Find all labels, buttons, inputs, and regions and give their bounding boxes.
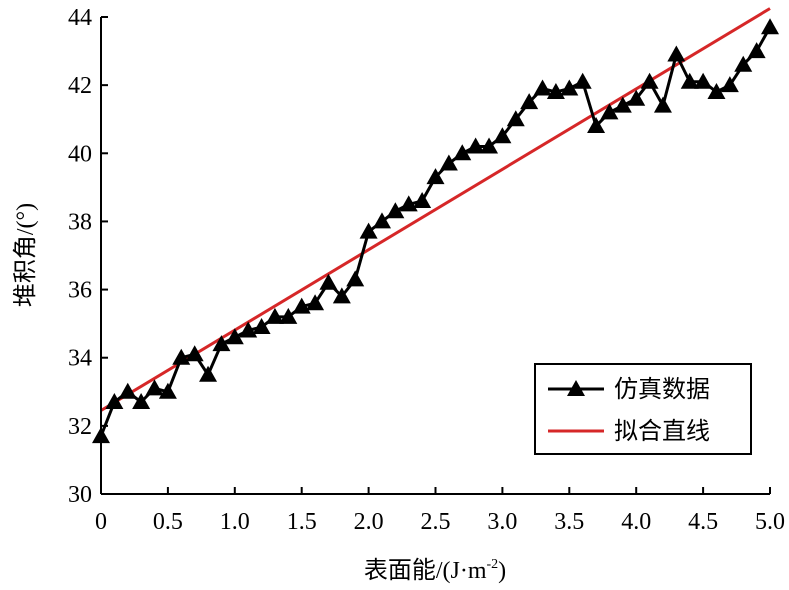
simulation-point — [279, 307, 298, 324]
simulation-point — [132, 393, 151, 410]
simulation-point — [239, 321, 258, 338]
simulation-point — [332, 287, 351, 304]
x-tick-label: 4.0 — [621, 509, 651, 535]
fit-line — [100, 7, 771, 412]
legend-label-simulation: 仿真数据 — [614, 376, 710, 403]
x-tick-label: 2.5 — [421, 509, 451, 535]
x-ticks: 0 0.5 1.0 1.5 2.0 2.5 3.0 3.5 4.0 4.5 5.0 — [95, 487, 785, 535]
simulation-point — [680, 72, 699, 89]
simulation-point — [747, 42, 766, 59]
plot-area — [92, 7, 779, 444]
simulation-point — [439, 154, 458, 171]
simulation-point — [399, 195, 418, 212]
y-tick-label: 40 — [68, 141, 92, 167]
simulation-point — [653, 96, 672, 113]
legend-label-fit: 拟合直线 — [614, 418, 710, 445]
simulation-point — [546, 82, 565, 99]
simulation-point — [172, 348, 191, 365]
simulation-point — [185, 345, 204, 362]
simulation-point — [560, 79, 579, 96]
simulation-point — [225, 328, 244, 345]
x-tick-label: 0 — [95, 509, 107, 535]
x-tick-label: 4.5 — [688, 509, 718, 535]
simulation-point — [319, 273, 338, 290]
x-tick-label: 1.5 — [287, 509, 317, 535]
x-axis-title: 表面能/(J·m-2) — [364, 557, 506, 584]
simulation-point — [453, 144, 472, 161]
simulation-point — [265, 307, 284, 324]
simulation-point — [346, 270, 365, 287]
x-tick-label: 2.0 — [354, 509, 384, 535]
simulation-point — [613, 96, 632, 113]
y-tick-label: 44 — [68, 5, 92, 31]
legend: 仿真数据 拟合直线 — [534, 363, 752, 455]
simulation-point — [386, 202, 405, 219]
y-tick-label: 38 — [68, 209, 92, 235]
x-tick-label: 5.0 — [755, 509, 785, 535]
y-tick-label: 30 — [68, 482, 92, 508]
simulation-point — [480, 137, 499, 154]
x-tick-label: 0.5 — [153, 509, 183, 535]
simulation-point — [506, 110, 525, 127]
simulation-point — [734, 55, 753, 72]
simulation-point — [627, 89, 646, 106]
x-tick-label: 3.5 — [554, 509, 584, 535]
simulation-point — [640, 72, 659, 89]
simulation-point — [600, 103, 619, 120]
y-tick-label: 42 — [68, 73, 92, 99]
simulation-point — [533, 79, 552, 96]
x-tick-label: 3.0 — [487, 509, 517, 535]
simulation-point — [158, 382, 177, 399]
simulation-point — [212, 335, 231, 352]
simulation-point — [587, 117, 606, 134]
simulation-point — [118, 382, 137, 399]
y-tick-label: 36 — [68, 278, 92, 304]
simulation-point — [372, 212, 391, 229]
simulation-point — [667, 45, 686, 62]
simulation-point — [199, 365, 218, 382]
simulation-point — [520, 93, 539, 110]
simulation-point — [720, 76, 739, 93]
legend-box — [534, 363, 752, 455]
legend-marker-triangle — [567, 380, 585, 396]
simulation-point — [359, 222, 378, 239]
simulation-point — [426, 168, 445, 185]
y-ticks: 30 32 34 36 38 40 42 44 — [68, 5, 108, 508]
simulation-point — [145, 379, 164, 396]
simulation-point — [413, 191, 432, 208]
y-tick-label: 34 — [68, 346, 92, 372]
y-axis-title: 堆积角/(°) — [12, 203, 39, 307]
simulation-point — [306, 294, 325, 311]
simulation-point — [252, 318, 271, 335]
simulation-point — [707, 82, 726, 99]
simulation-point — [466, 137, 485, 154]
y-tick-label: 32 — [68, 414, 92, 440]
simulation-point — [292, 297, 311, 314]
simulation-point — [105, 393, 124, 410]
simulation-point — [573, 72, 592, 89]
simulation-point — [761, 18, 779, 35]
simulation-point — [694, 72, 713, 89]
simulation-point — [493, 127, 512, 144]
x-tick-label: 1.0 — [220, 509, 250, 535]
